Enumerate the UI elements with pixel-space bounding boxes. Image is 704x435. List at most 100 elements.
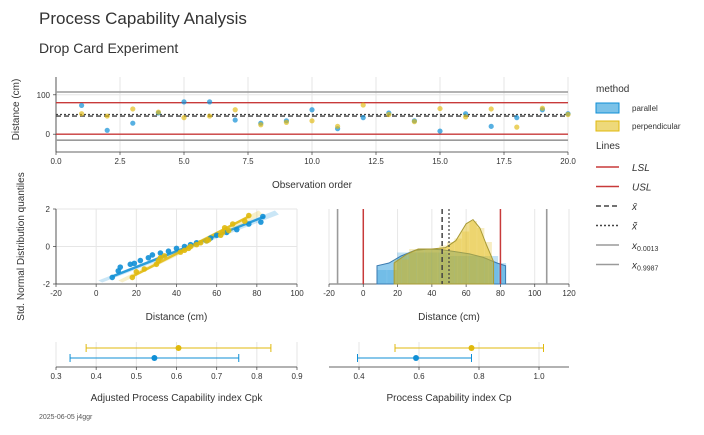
parallel-histogram-bar: [447, 256, 458, 284]
parallel-point: [130, 120, 136, 126]
parallel-point: [360, 115, 366, 121]
x-axis-label: Distance (cm): [418, 312, 480, 323]
x-tick-label: 5.0: [178, 157, 190, 166]
x-tick-label: 60: [462, 289, 471, 298]
parallel-quantile-point: [149, 252, 156, 258]
parallel-quantile-point: [117, 264, 124, 270]
parallel-quantile-point: [173, 245, 180, 252]
x-tick-label: 80: [496, 289, 505, 298]
perpendicular-density-curve: [393, 218, 495, 285]
parallel-quantile-point: [145, 254, 152, 261]
perpendicular-point: [539, 105, 546, 111]
perpendicular-quantile-point: [197, 239, 204, 246]
x-tick-label: 0.4: [91, 372, 103, 381]
x-tick-label: 20.0: [560, 157, 576, 166]
perpendicular-quantile-point: [229, 221, 236, 227]
perpendicular-point: [79, 111, 85, 117]
legend-swatch-parallel: [595, 102, 620, 114]
parallel-histogram-bar: [427, 252, 438, 284]
legend-line-label: x0.0013: [631, 241, 659, 253]
perpendicular-histogram-bar: [424, 249, 432, 284]
x-tick-label: 12.5: [368, 157, 384, 166]
parallel-point: [79, 102, 85, 109]
legend-line-label: x̄: [631, 202, 638, 213]
parallel-point: [309, 107, 315, 113]
parallel-histogram-bar: [498, 263, 507, 284]
legend-title-method: method: [596, 84, 629, 95]
x-tick-label: 120: [562, 289, 576, 298]
parallel-histogram-bar: [478, 256, 488, 284]
y-tick-label: 100: [37, 91, 51, 100]
parallel-estimate-point: [151, 355, 158, 361]
x-tick-label: 2.5: [114, 157, 126, 166]
page-subtitle: Drop Card Experiment: [39, 40, 179, 56]
perpendicular-histogram-bar: [416, 249, 425, 284]
x-tick-label: 0.6: [171, 372, 183, 381]
parallel-histogram-bar: [387, 270, 397, 284]
legend-line-label: LSL: [632, 163, 650, 174]
x-tick-label: 0.5: [131, 372, 143, 381]
x-tick-label: 20: [132, 289, 141, 298]
parallel-point: [488, 123, 494, 129]
x-axis-label: Observation order: [272, 180, 353, 191]
perpendicular-histogram-bar: [469, 221, 477, 284]
y-tick-label: -2: [43, 280, 51, 289]
parallel-point: [104, 127, 110, 133]
x-axis-label: Process Capability index Cp: [386, 393, 511, 404]
perpendicular-quantile-point: [187, 243, 194, 250]
perpendicular-point: [488, 106, 494, 112]
parallel-point: [207, 99, 213, 105]
parallel-estimate-point: [413, 355, 419, 361]
panel-cp: 0.4 0.6 0.8 1.0 Process Capability index Cp: [329, 342, 569, 404]
parallel-histogram-bar: [407, 252, 418, 284]
legend-line-label: x̃: [631, 221, 638, 232]
parallel-quantile-point: [246, 221, 252, 227]
parallel-quantile-point: [233, 226, 240, 233]
x-tick-label: 0.4: [353, 372, 365, 381]
perpendicular-quantile-point: [141, 266, 148, 272]
x-tick-label: -20: [50, 289, 62, 298]
perpendicular-quantile-point: [133, 269, 140, 275]
perpendicular-quantile-point: [129, 274, 136, 281]
x-tick-label: 0.3: [50, 372, 62, 381]
legend-line-label: x0.9987: [631, 261, 659, 273]
panel-cpk: 0.3 0.4 0.5 0.6 0.7 0.8 0.9 Adjusted Process Ca…: [50, 342, 303, 404]
legend-label-parallel: parallel: [632, 104, 658, 113]
parallel-quantile-point: [131, 260, 138, 267]
legend-title-lines: Lines: [596, 141, 620, 152]
perpendicular-estimate-point: [468, 345, 475, 351]
parallel-quantile-point: [260, 213, 266, 220]
perpendicular-histogram-bar: [446, 242, 455, 284]
perpendicular-histogram-bar: [394, 259, 402, 284]
y-tick-label: 0: [46, 130, 51, 139]
x-axis-label: Adjusted Process Capability index Cpk: [91, 393, 264, 404]
x-tick-label: 0.8: [251, 372, 263, 381]
perpendicular-quantile-point: [246, 212, 252, 219]
perpendicular-quantile-point: [219, 229, 226, 236]
perpendicular-histogram-bar: [484, 242, 492, 284]
x-tick-label: 15.0: [432, 157, 448, 166]
x-tick-label: 100: [528, 289, 542, 298]
parallel-point: [514, 115, 520, 121]
panel-observation-order: 0.0 2.5 5.0 7.5 10.0 12.5 15.0 17.5 20.0 0 100 Obse…: [11, 77, 576, 191]
x-tick-label: 1.0: [533, 372, 545, 381]
perpendicular-point: [207, 113, 213, 119]
parallel-quantile-point: [258, 219, 264, 225]
perpendicular-histogram-bar: [462, 231, 470, 284]
perpendicular-point: [360, 102, 366, 108]
x-tick-label: 0: [94, 289, 99, 298]
y-axis-label: Std. Normal Distribution quantiles: [16, 172, 27, 320]
page-title: Process Capability Analysis: [39, 9, 247, 28]
perpendicular-histogram-bar: [454, 238, 462, 284]
x-tick-label: -20: [323, 289, 335, 298]
footer-date-stamp: 2025-06-05 j4ggr: [39, 414, 93, 421]
parallel-histogram-bar: [468, 256, 478, 284]
perpendicular-point: [130, 106, 136, 112]
perpendicular-point: [181, 115, 187, 121]
y-axis-label: Distance (cm): [11, 79, 22, 141]
perpendicular-point: [437, 105, 443, 112]
perpendicular-point: [386, 111, 392, 118]
